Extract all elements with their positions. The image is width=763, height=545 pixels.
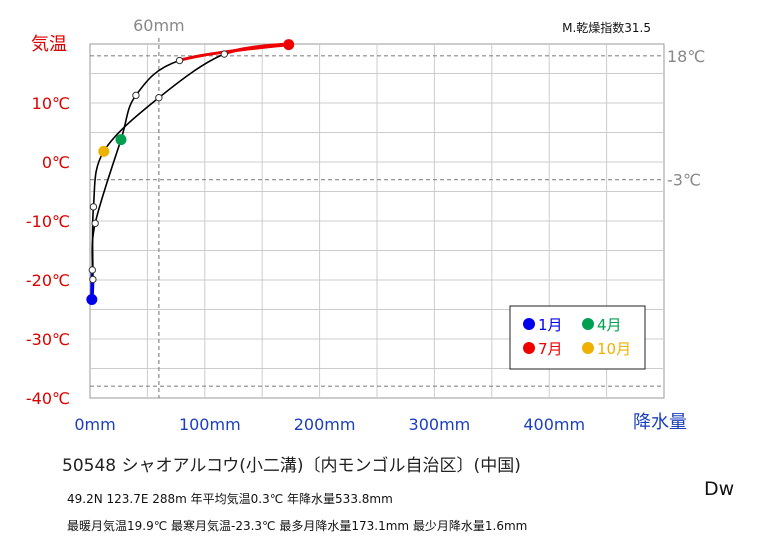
- curve-segment: [158, 53, 225, 99]
- legend-label: 10月: [597, 340, 631, 358]
- legend-label: 1月: [538, 316, 563, 334]
- month-point: [91, 219, 99, 228]
- month-point: [220, 50, 229, 58]
- reference-label-precip: 60mm: [133, 16, 185, 35]
- month-point-highlight: [98, 145, 110, 157]
- aridity-index: M.乾燥指数31.5: [562, 20, 651, 35]
- month-point-highlight: [86, 293, 98, 305]
- month-point: [132, 91, 140, 100]
- curve-segment: [91, 206, 95, 280]
- y-tick-label: -10℃: [26, 212, 70, 231]
- legend-marker: [523, 318, 535, 330]
- month-point: [155, 93, 163, 102]
- y-tick-label: 0℃: [42, 153, 70, 172]
- month-point-highlight: [115, 134, 127, 146]
- x-tick-label: 0mm: [74, 415, 115, 434]
- station-title: 50548 シャオアルコウ(小二溝)〔内モンゴル自治区〕(中国): [62, 456, 521, 476]
- reference-label-temp: -3℃: [667, 171, 701, 190]
- month-point: [88, 266, 96, 274]
- x-tick-label: 300mm: [409, 415, 471, 434]
- month-point-highlight: [283, 39, 295, 51]
- x-tick-label: 200mm: [294, 415, 356, 434]
- y-tick-label: -30℃: [26, 330, 70, 349]
- reference-label-temp: 18℃: [667, 47, 705, 66]
- climograph: 60mm 18℃ -3℃ 0mm 100mm 200mm 300mm 400mm 降水量 -40℃…: [26, 16, 705, 434]
- y-tick-label: -40℃: [26, 389, 70, 408]
- x-tick-label: 400mm: [523, 415, 585, 434]
- month-point: [89, 275, 97, 284]
- station-info-line-1: 49.2N 123.7E 288m 年平均気温0.3℃ 年降水量533.8mm: [67, 492, 393, 506]
- legend-box: [509, 305, 646, 370]
- curve-segment: [103, 97, 160, 152]
- curve-segment: [135, 59, 180, 96]
- y-axis-label: 気温: [31, 34, 67, 55]
- legend-label: 4月: [597, 316, 622, 334]
- x-tick-label: 100mm: [179, 415, 241, 434]
- curve-segment: [94, 139, 122, 224]
- legend-label: 7月: [538, 340, 563, 358]
- legend-marker: [582, 318, 594, 330]
- station-info-line-2: 最暖月気温19.9℃ 最寒月気温-23.3℃ 最多月降水量173.1mm 最少月…: [67, 519, 528, 533]
- y-tick-label: -20℃: [26, 271, 70, 290]
- month-point: [175, 56, 184, 65]
- y-tick-label: 10℃: [32, 94, 70, 113]
- legend-marker: [582, 342, 594, 354]
- legend-marker: [523, 342, 535, 354]
- x-axis-label: 降水量: [633, 412, 687, 433]
- climate-code: Dw: [704, 478, 735, 500]
- month-point: [89, 203, 98, 211]
